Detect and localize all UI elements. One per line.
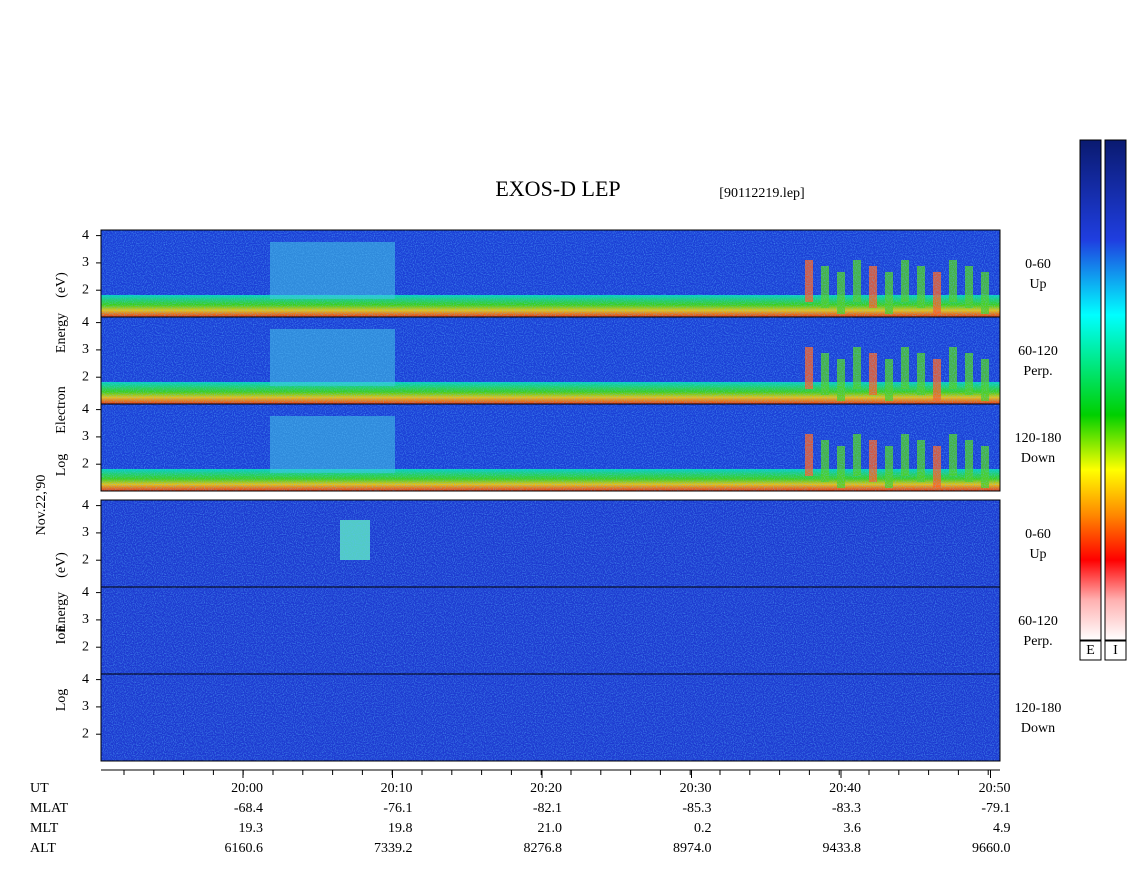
y-tick-label: 3 [82, 255, 89, 270]
y-tick-label: 3 [82, 525, 89, 540]
panel-frame [100, 673, 1001, 762]
spectrogram-noise [101, 500, 1000, 587]
y-tick-label: 3 [82, 342, 89, 357]
row-value: -82.1 [533, 801, 562, 816]
row-value: -85.3 [682, 801, 711, 816]
spectrogram-noise [101, 404, 1000, 491]
panel-direction: Perp. [1023, 634, 1052, 649]
panel-range: 0-60 [1025, 527, 1051, 542]
row-value: 20:50 [979, 781, 1011, 796]
y-tick-label: 4 [82, 228, 89, 243]
panel-range: 60-120 [1018, 614, 1058, 629]
panels: Log Electron Energy (eV) 4 3 2 0-60 Up 4 3 2 60-120 P… [54, 228, 1062, 762]
colorbar [1104, 139, 1127, 641]
date: Nov.22,'90 [34, 475, 49, 536]
row-value: 19.3 [239, 821, 264, 836]
y-axis-label: Electron [54, 386, 69, 433]
y-tick-label: 2 [82, 282, 89, 297]
colorbar-box [1104, 640, 1127, 661]
spectrogram-noise [101, 230, 1000, 317]
y-tick-label: 2 [82, 552, 89, 567]
title: EXOS-D LEP [495, 176, 620, 201]
row-value: 20:20 [530, 781, 562, 796]
row-value: -79.1 [981, 801, 1010, 816]
time-axis [101, 769, 1000, 778]
row-label: UT [30, 781, 49, 796]
y-tick-label: 2 [82, 639, 89, 654]
panel-range: 0-60 [1025, 257, 1051, 272]
panel-direction: Down [1021, 721, 1055, 736]
y-tick-label: 3 [82, 429, 89, 444]
row-value: 3.6 [844, 821, 862, 836]
y-tick-label: 3 [82, 612, 89, 627]
spectrogram-noise [101, 587, 1000, 674]
row-label: MLAT [30, 801, 69, 816]
row-value: -68.4 [234, 801, 263, 816]
row-value: 8974.0 [673, 841, 712, 856]
spectrogram-noise [101, 317, 1000, 404]
row-value: 7339.2 [374, 841, 413, 856]
y-axis-label: (eV) [54, 272, 69, 298]
row-value: -83.3 [832, 801, 861, 816]
row-value: 0.2 [694, 821, 712, 836]
row-value: 9660.0 [972, 841, 1011, 856]
colorbar-box [1079, 640, 1102, 661]
row-label: ALT [30, 841, 56, 856]
panel-direction: Down [1021, 451, 1055, 466]
panel-direction: Up [1029, 277, 1046, 292]
y-axis-label: Energy [54, 313, 69, 353]
row-value: 4.9 [993, 821, 1011, 836]
panel-range: 120-180 [1015, 431, 1062, 446]
y-tick-label: 4 [82, 498, 89, 513]
y-axis-label: Log [54, 689, 69, 712]
row-value: -76.1 [383, 801, 412, 816]
file-name: [90112219.lep] [719, 186, 804, 201]
y-tick-label: 2 [82, 456, 89, 471]
row-value: 20:40 [829, 781, 861, 796]
colorbar-label: E [1086, 643, 1095, 658]
y-tick-label: 4 [82, 315, 89, 330]
panel-range: 120-180 [1015, 701, 1062, 716]
y-axis-label: Energy [54, 592, 69, 632]
panel-frame [100, 403, 1001, 492]
row-value: 6160.6 [225, 841, 264, 856]
y-tick-label: 4 [82, 672, 89, 687]
row-value: 9433.8 [823, 841, 862, 856]
y-axis-label: Log [54, 454, 69, 477]
row-value: 20:10 [381, 781, 413, 796]
y-tick-label: 2 [82, 726, 89, 741]
colorbar-label: I [1113, 643, 1118, 658]
colorbar [1079, 139, 1102, 641]
y-tick-label: 4 [82, 585, 89, 600]
panel-range: 60-120 [1018, 344, 1058, 359]
y-tick-label: 3 [82, 699, 89, 714]
y-tick-label: 2 [82, 369, 89, 384]
spectrogram-noise [101, 674, 1000, 761]
row-value: 20:30 [680, 781, 712, 796]
ephemeris: UT 20:00 20:10 20:20 20:30 20:40 20:50 MLAT -68.… [30, 781, 1011, 856]
row-value: 21.0 [538, 821, 563, 836]
row-value: 8276.8 [524, 841, 563, 856]
row-label: MLT [30, 821, 59, 836]
panel-direction: Up [1029, 547, 1046, 562]
y-tick-label: 4 [82, 402, 89, 417]
row-value: 20:00 [231, 781, 263, 796]
y-axis-label: Ion [54, 626, 69, 645]
panel-direction: Perp. [1023, 364, 1052, 379]
y-axis-label: (eV) [54, 552, 69, 578]
row-value: 19.8 [388, 821, 413, 836]
